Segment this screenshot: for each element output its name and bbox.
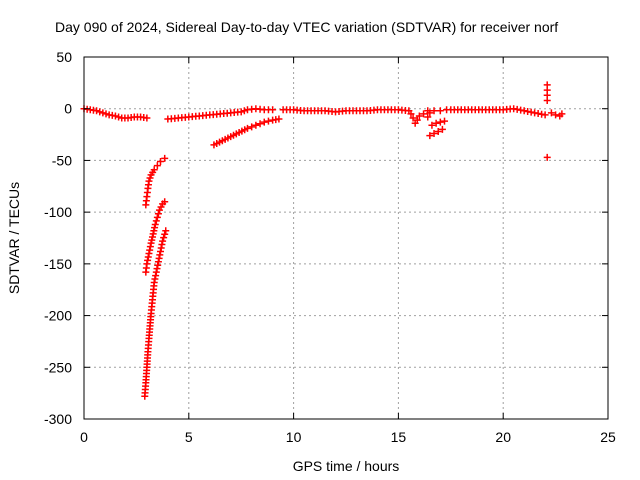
data-point <box>159 237 167 245</box>
data-point <box>115 113 123 121</box>
data-point <box>160 234 168 242</box>
data-point <box>434 127 442 135</box>
data-point <box>438 125 446 133</box>
data-point <box>243 124 251 132</box>
y-tick-label: 0 <box>64 101 72 117</box>
x-axis-label: GPS time / hours <box>293 458 400 474</box>
data-point <box>153 162 161 170</box>
data-point <box>145 177 153 185</box>
data-point <box>155 206 163 214</box>
grid <box>84 57 608 419</box>
data-point <box>547 109 555 117</box>
data-point <box>157 157 165 165</box>
data-point <box>240 107 248 115</box>
y-axis-label: SDTVAR / TECUs <box>6 182 22 294</box>
data-point <box>413 116 421 124</box>
data-point <box>152 217 160 225</box>
data-point <box>157 203 165 211</box>
data-point <box>151 221 159 229</box>
data-point <box>424 107 432 115</box>
data-point <box>541 111 549 119</box>
y-tick-label: -100 <box>44 204 72 220</box>
data-point <box>260 118 268 126</box>
data-point <box>154 210 162 218</box>
data-point <box>153 213 161 221</box>
data-point <box>237 108 245 116</box>
data-point <box>409 114 417 122</box>
data-point <box>150 166 158 174</box>
data-point <box>432 119 440 127</box>
data-point <box>161 230 169 238</box>
data-point <box>430 130 438 138</box>
data-point <box>558 110 566 118</box>
data-point <box>256 120 264 128</box>
x-tick-label: 0 <box>80 429 88 445</box>
y-tick-label: -50 <box>52 152 72 168</box>
plot-frame <box>83 56 609 420</box>
y-tick-label: -200 <box>44 308 72 324</box>
data-point <box>252 121 260 129</box>
data-point <box>407 110 415 118</box>
data-point <box>96 108 104 116</box>
data-point <box>430 107 438 115</box>
x-tick-label: 10 <box>286 429 302 445</box>
data-point <box>162 227 170 235</box>
y-tick-label: -150 <box>44 256 72 272</box>
data-point <box>543 153 551 161</box>
data-point <box>161 154 169 162</box>
data-points <box>80 81 566 400</box>
data-point <box>420 110 428 118</box>
data-point <box>99 109 107 117</box>
data-point <box>111 112 119 120</box>
x-tick-label: 5 <box>185 429 193 445</box>
data-point <box>264 117 272 125</box>
data-point <box>424 113 432 121</box>
data-point <box>552 111 560 119</box>
data-point <box>248 123 256 131</box>
axes: 50 0 -50 -100 -150 -200 -250 -300 0 5 10 15 20 25 <box>44 49 616 445</box>
data-point <box>436 118 444 126</box>
data-point <box>275 115 283 123</box>
y-tick-label: -250 <box>44 359 72 375</box>
x-tick-label: 20 <box>495 429 511 445</box>
data-point <box>269 106 277 114</box>
x-tick-label: 25 <box>600 429 616 445</box>
y-tick-label: -300 <box>44 411 72 427</box>
data-point <box>415 112 423 120</box>
data-point <box>143 114 151 122</box>
data-point <box>428 121 436 129</box>
data-point <box>543 96 551 104</box>
data-point <box>102 110 110 118</box>
x-tick-label: 15 <box>391 429 407 445</box>
data-point <box>441 117 449 125</box>
data-point <box>436 107 444 115</box>
data-point <box>426 132 434 140</box>
chart-title: Day 090 of 2024, Sidereal Day-to-day VTE… <box>55 19 558 35</box>
data-point <box>146 174 154 182</box>
data-point <box>161 198 169 206</box>
y-tick-label: 50 <box>56 49 72 65</box>
data-point <box>93 107 101 115</box>
